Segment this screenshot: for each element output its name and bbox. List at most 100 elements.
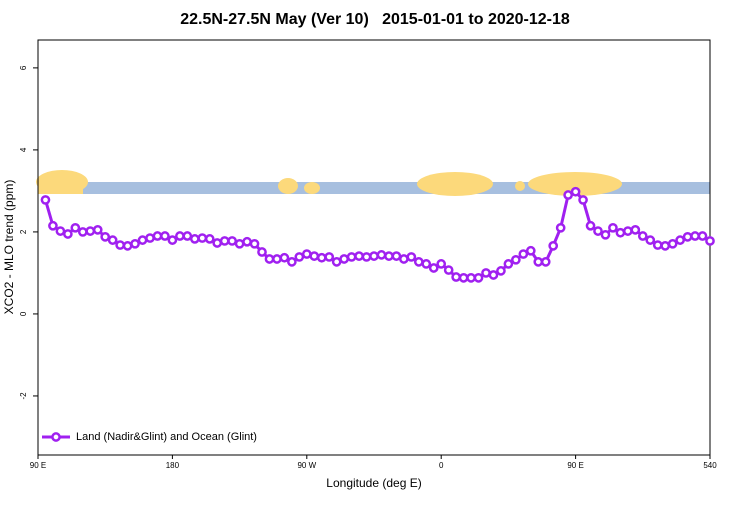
data-point — [272, 254, 282, 264]
y-tick-label: 0 — [19, 311, 28, 316]
data-point — [451, 272, 461, 282]
data-point — [608, 222, 618, 233]
data-point — [570, 186, 581, 197]
data-point — [593, 226, 603, 236]
x-tick-label: 180 — [166, 461, 180, 470]
legend-marker — [51, 432, 61, 442]
data-point — [316, 252, 327, 263]
data-point — [675, 235, 685, 245]
data-point — [115, 240, 125, 250]
data-point — [212, 238, 223, 248]
data-point — [301, 249, 312, 259]
map-strip — [36, 170, 710, 196]
data-point — [578, 195, 588, 205]
y-tick-label: 2 — [19, 229, 28, 234]
data-point — [473, 272, 484, 283]
data-point — [85, 226, 96, 236]
data-point — [189, 234, 200, 244]
data-point — [630, 225, 641, 235]
data-point — [391, 251, 402, 261]
data-point — [585, 220, 596, 231]
data-point — [413, 257, 424, 267]
data-point — [443, 265, 454, 275]
data-point — [667, 238, 678, 249]
data-point — [645, 235, 656, 245]
data-point — [339, 254, 349, 264]
data-point — [160, 231, 170, 241]
data-point — [548, 241, 559, 251]
x-axis-label: Longitude (deg E) — [326, 476, 421, 490]
data-point — [63, 229, 73, 239]
data-point — [175, 231, 185, 241]
data-point — [496, 266, 506, 276]
data-point — [122, 241, 133, 251]
data-point — [264, 254, 275, 264]
x-tick-label: 0 — [439, 461, 444, 470]
data-point — [242, 236, 252, 247]
x-tick-label: 90 E — [567, 461, 583, 470]
data-point — [182, 231, 193, 241]
data-point — [100, 231, 111, 242]
y-tick-label: -2 — [19, 392, 28, 400]
data-point — [436, 259, 447, 269]
chart-title: 22.5N-27.5N May (Ver 10) 2015-01-01 to 2… — [180, 11, 570, 28]
x-tick-label: 90 E — [30, 461, 46, 470]
data-point — [204, 234, 215, 244]
y-tick-label: 6 — [19, 65, 28, 70]
data-point — [249, 238, 260, 249]
data-point — [152, 231, 163, 241]
data-point — [70, 222, 81, 233]
data-point — [488, 270, 499, 280]
data-point — [77, 227, 88, 237]
data-point — [406, 252, 417, 262]
data-point — [137, 235, 148, 245]
legend: Land (Nadir&Glint) and Ocean (Glint) — [42, 431, 257, 443]
data-point — [458, 272, 469, 283]
data-point — [130, 238, 140, 249]
data-point — [167, 235, 178, 245]
data-point — [331, 257, 342, 267]
plot-frame — [37, 39, 711, 456]
data-point — [55, 226, 66, 236]
data-point — [219, 236, 230, 246]
data-point — [428, 263, 439, 273]
data-point — [511, 254, 521, 265]
data-point — [40, 195, 51, 205]
data-point — [563, 190, 573, 200]
x-tick-label: 540 — [703, 461, 717, 470]
y-tick-label: 4 — [19, 147, 28, 152]
data-point — [705, 236, 715, 246]
data-point — [615, 227, 626, 238]
data-point — [466, 272, 476, 283]
data-point — [92, 225, 103, 235]
data-point — [384, 251, 394, 261]
data-point — [197, 233, 208, 243]
data-point — [682, 231, 693, 242]
y-axis-label: XCO2 - MLO trend (ppm) — [2, 180, 16, 315]
data-point — [637, 231, 648, 241]
data-point — [287, 257, 297, 267]
data-point — [324, 252, 335, 262]
data-point — [555, 222, 566, 233]
data-point — [540, 257, 551, 267]
data-point — [660, 241, 671, 251]
data-point — [623, 226, 633, 236]
data-point — [354, 251, 364, 261]
data-point — [48, 220, 58, 231]
data-point — [376, 250, 387, 260]
data-point — [525, 245, 536, 256]
data-point — [234, 238, 245, 249]
data-point — [518, 249, 529, 259]
data-point — [533, 257, 544, 267]
data-point — [279, 252, 290, 263]
data-point — [227, 236, 237, 246]
data-point — [652, 240, 663, 250]
data-point — [369, 251, 379, 261]
data-point — [361, 252, 372, 262]
data-point — [399, 254, 409, 264]
data-point — [294, 252, 305, 262]
data-point — [503, 259, 514, 269]
data-point — [421, 259, 432, 269]
data-point — [107, 235, 118, 245]
